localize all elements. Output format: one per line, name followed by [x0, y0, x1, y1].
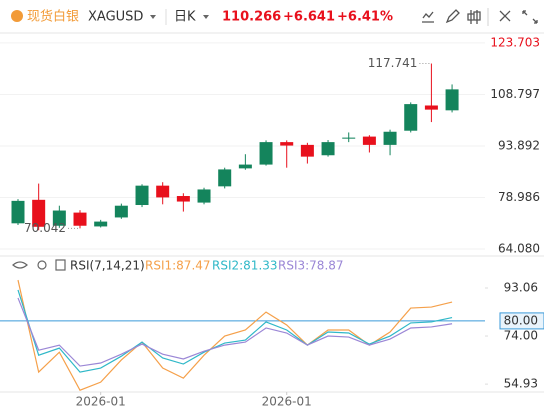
candle-body: [259, 142, 273, 165]
legend-entry: RSI3:78.87: [278, 259, 344, 273]
legend-entry: RSI1:87.47: [145, 259, 211, 273]
y-tick-label: 108.797: [490, 87, 540, 101]
change: +6.641: [283, 10, 335, 25]
symbol-icon: [11, 10, 23, 22]
chart-icon[interactable]: [55, 259, 66, 271]
y-tick-label: 54.93: [504, 377, 538, 391]
dropdown-arrow[interactable]: [150, 15, 156, 19]
tick-highlight: [499, 312, 544, 330]
y-tick-label: 64.080: [498, 241, 540, 255]
period[interactable]: 日K: [174, 10, 196, 25]
visibility-icon[interactable]: [12, 261, 28, 269]
indicator-icon[interactable]: [422, 11, 434, 23]
indicator-title: RSI(7,14,21): [70, 259, 145, 273]
candle-body: [300, 144, 314, 157]
change-percent: +6.41%: [337, 10, 393, 25]
candle-body: [362, 136, 376, 145]
candle-body: [424, 105, 438, 110]
candle-body: [342, 137, 356, 139]
rsi-line: [17, 289, 453, 373]
candle-body: [383, 131, 397, 145]
candle-body: [73, 212, 87, 226]
legend-entry: RSI2:81.33: [212, 259, 278, 273]
rsi-line: [17, 279, 453, 391]
candle-body: [32, 199, 46, 227]
y-tick-label: 78.986: [498, 190, 540, 204]
draw-icon[interactable]: [445, 9, 460, 24]
x-tick-label: 2026-01: [76, 395, 126, 409]
candle-body: [404, 104, 418, 131]
candle-body: [11, 200, 25, 224]
price: 110.266: [222, 10, 281, 25]
y-tick-label: 74.00: [504, 329, 538, 343]
settings-icon[interactable]: [37, 260, 47, 270]
y-tick-label: 93.892: [498, 138, 540, 152]
candle-body: [176, 196, 190, 202]
annotation-label: 117.741: [368, 56, 418, 70]
symbol[interactable]: XAGUSD: [88, 10, 143, 25]
y-tick-label: 123.703: [490, 35, 540, 49]
candle-body: [114, 205, 128, 218]
compare-icon[interactable]: [499, 10, 511, 22]
candle-body: [197, 189, 211, 203]
fullscreen-icon[interactable]: [522, 10, 538, 24]
rsi-line: [17, 297, 453, 367]
instrument-name[interactable]: 现货白银: [27, 9, 79, 25]
candle-body: [52, 210, 66, 226]
x-tick-label: 2026-01: [262, 395, 312, 409]
y-tick-label: 80.00: [504, 313, 538, 327]
candle-body: [218, 169, 232, 187]
y-tick-label: 93.06: [504, 280, 538, 294]
candle-body: [321, 142, 335, 156]
candle-body: [280, 142, 294, 146]
settings-icon[interactable]: [467, 10, 481, 24]
candle-body: [445, 89, 459, 111]
annotation-label: 70.042: [24, 221, 66, 235]
dropdown-arrow[interactable]: [203, 15, 209, 19]
candle-body: [135, 185, 149, 206]
candle-body: [94, 221, 108, 227]
candle-body: [238, 164, 252, 169]
candle-body: [156, 185, 170, 198]
